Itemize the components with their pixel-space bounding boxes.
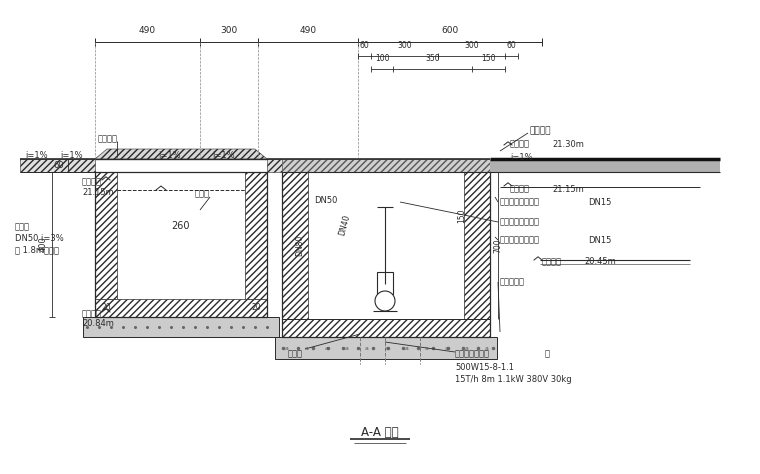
Text: 外圈潜水排污泵: 外圈潜水排污泵 [455,349,490,358]
Text: i=1%: i=1% [60,151,83,159]
Text: 20: 20 [101,302,111,311]
Text: 500W15-8-1.1: 500W15-8-1.1 [455,363,514,372]
Text: 300: 300 [397,41,412,50]
Text: 600: 600 [442,26,458,35]
Text: 21.30m: 21.30m [552,139,584,148]
Text: 21.15m: 21.15m [82,188,114,197]
Text: 490: 490 [139,26,156,35]
Text: 300: 300 [464,41,479,50]
Text: 490: 490 [299,26,317,35]
Text: 20.45m: 20.45m [584,257,616,266]
Text: a: a [305,346,309,350]
Text: DN15: DN15 [588,198,611,207]
Text: 工水沟: 工水沟 [195,190,210,199]
Text: 700: 700 [493,238,502,253]
Text: a: a [445,346,449,350]
Text: 石板铺砌: 石板铺砌 [98,135,118,144]
Text: DN15: DN15 [588,236,611,245]
Text: 60: 60 [53,161,64,170]
Text: 型: 型 [545,349,550,358]
Text: 钢筋混凝土: 钢筋混凝土 [500,277,525,286]
Polygon shape [282,159,490,172]
Polygon shape [275,337,497,359]
Text: 20.84m: 20.84m [82,319,114,328]
Polygon shape [95,172,117,299]
Text: 60: 60 [359,41,369,50]
Text: 绝对标高: 绝对标高 [510,184,530,193]
Text: 绝对标高: 绝对标高 [82,310,102,319]
Circle shape [375,291,395,311]
Polygon shape [267,159,282,172]
Text: DN40: DN40 [337,214,351,237]
Text: a: a [385,346,389,350]
Text: 绝对标高: 绝对标高 [510,139,530,148]
Text: 石板铺砌: 石板铺砌 [530,127,552,136]
Text: i=1%: i=1% [510,153,533,162]
Text: 15T/h 8m 1.1kW 380V 30kg: 15T/h 8m 1.1kW 380V 30kg [455,375,572,384]
Text: a: a [405,346,409,350]
Text: A-A 剖面: A-A 剖面 [361,426,399,438]
Text: a: a [345,346,349,350]
Text: 绝对标高: 绝对标高 [542,257,562,266]
Text: i=1%: i=1% [212,151,235,159]
Polygon shape [83,317,279,337]
Polygon shape [95,149,267,159]
Text: a: a [465,346,469,350]
Text: i=1%: i=1% [25,151,48,159]
Text: 150: 150 [481,54,496,63]
Text: 260: 260 [172,220,190,230]
Polygon shape [95,299,267,317]
Text: 400: 400 [39,237,48,252]
Text: a: a [425,346,429,350]
Bar [377,272,393,294]
Text: 内圈可调直流喷头: 内圈可调直流喷头 [500,198,540,207]
Polygon shape [282,319,490,337]
Text: a: a [485,346,489,350]
Text: 21.15m: 21.15m [552,184,584,193]
Text: 排水管: 排水管 [15,222,30,231]
Text: a: a [285,346,289,350]
Polygon shape [245,172,267,299]
Polygon shape [282,172,308,319]
Text: a: a [325,346,329,350]
Text: 350: 350 [425,54,440,63]
Text: 60: 60 [507,41,516,50]
Text: DN50: DN50 [314,195,337,204]
Polygon shape [464,172,490,319]
Text: a: a [365,346,369,350]
Polygon shape [490,159,720,172]
Text: 100: 100 [375,54,389,63]
Text: 20: 20 [252,302,261,311]
Text: 300: 300 [220,26,238,35]
Text: i=1%: i=1% [158,151,181,159]
Text: 隔 1.8m设一根: 隔 1.8m设一根 [15,246,59,255]
Text: 集水沟: 集水沟 [287,349,302,358]
Text: DN80: DN80 [296,235,305,256]
Text: 150: 150 [458,208,467,223]
Polygon shape [20,159,95,172]
Text: 外圈可调直流喷头: 外圈可调直流喷头 [500,236,540,245]
Text: DN50 i=3%: DN50 i=3% [15,234,64,243]
Text: 套内圈潜水排污泵: 套内圈潜水排污泵 [500,218,540,227]
Text: 绝对标高: 绝对标高 [82,177,102,186]
